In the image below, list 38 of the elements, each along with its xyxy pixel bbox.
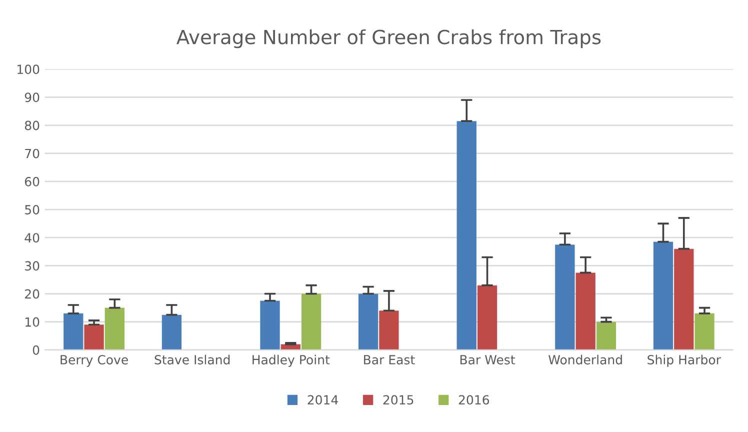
y-tick-label: 90 <box>24 92 40 102</box>
bar <box>694 313 714 350</box>
bar <box>104 308 125 350</box>
x-tick-label: Stave Island <box>154 354 230 364</box>
chart-title: Average Number of Green Crabs from Traps <box>176 29 601 48</box>
bar <box>596 322 616 350</box>
bar <box>84 324 104 350</box>
legend-label: 2014 <box>308 395 338 405</box>
bar <box>260 300 280 350</box>
legend-label: 2015 <box>383 395 414 405</box>
y-tick-label: 20 <box>25 289 40 299</box>
bar <box>64 313 84 350</box>
bar <box>674 248 694 350</box>
bar <box>555 244 575 350</box>
x-tick-label: Hadley Point <box>252 354 330 367</box>
y-tick-label: 0 <box>32 345 40 355</box>
bar <box>301 294 322 350</box>
x-tick-label: Bar East <box>364 355 415 364</box>
x-tick-label: Ship Harbor <box>648 354 721 367</box>
bar <box>456 121 476 350</box>
bar <box>477 285 498 350</box>
legend-label: 2016 <box>458 395 490 405</box>
y-tick-label: 70 <box>25 148 40 158</box>
y-tick-label: 80 <box>24 120 40 130</box>
y-tick-label: 10 <box>25 317 40 327</box>
x-tick-label: Bar West <box>460 355 516 364</box>
y-tick-label: 60 <box>24 176 40 186</box>
bar <box>653 242 674 350</box>
y-tick-label: 30 <box>25 261 40 271</box>
bar <box>576 272 596 350</box>
bar <box>162 314 182 350</box>
x-tick-label: Wonderland <box>548 354 622 364</box>
bar <box>358 294 378 350</box>
y-tick-label: 50 <box>25 204 40 214</box>
y-tick-label: 100 <box>18 64 40 74</box>
y-tick-label: 40 <box>24 233 40 243</box>
x-tick-label: Berry Cove <box>60 355 128 367</box>
bar <box>379 310 399 350</box>
